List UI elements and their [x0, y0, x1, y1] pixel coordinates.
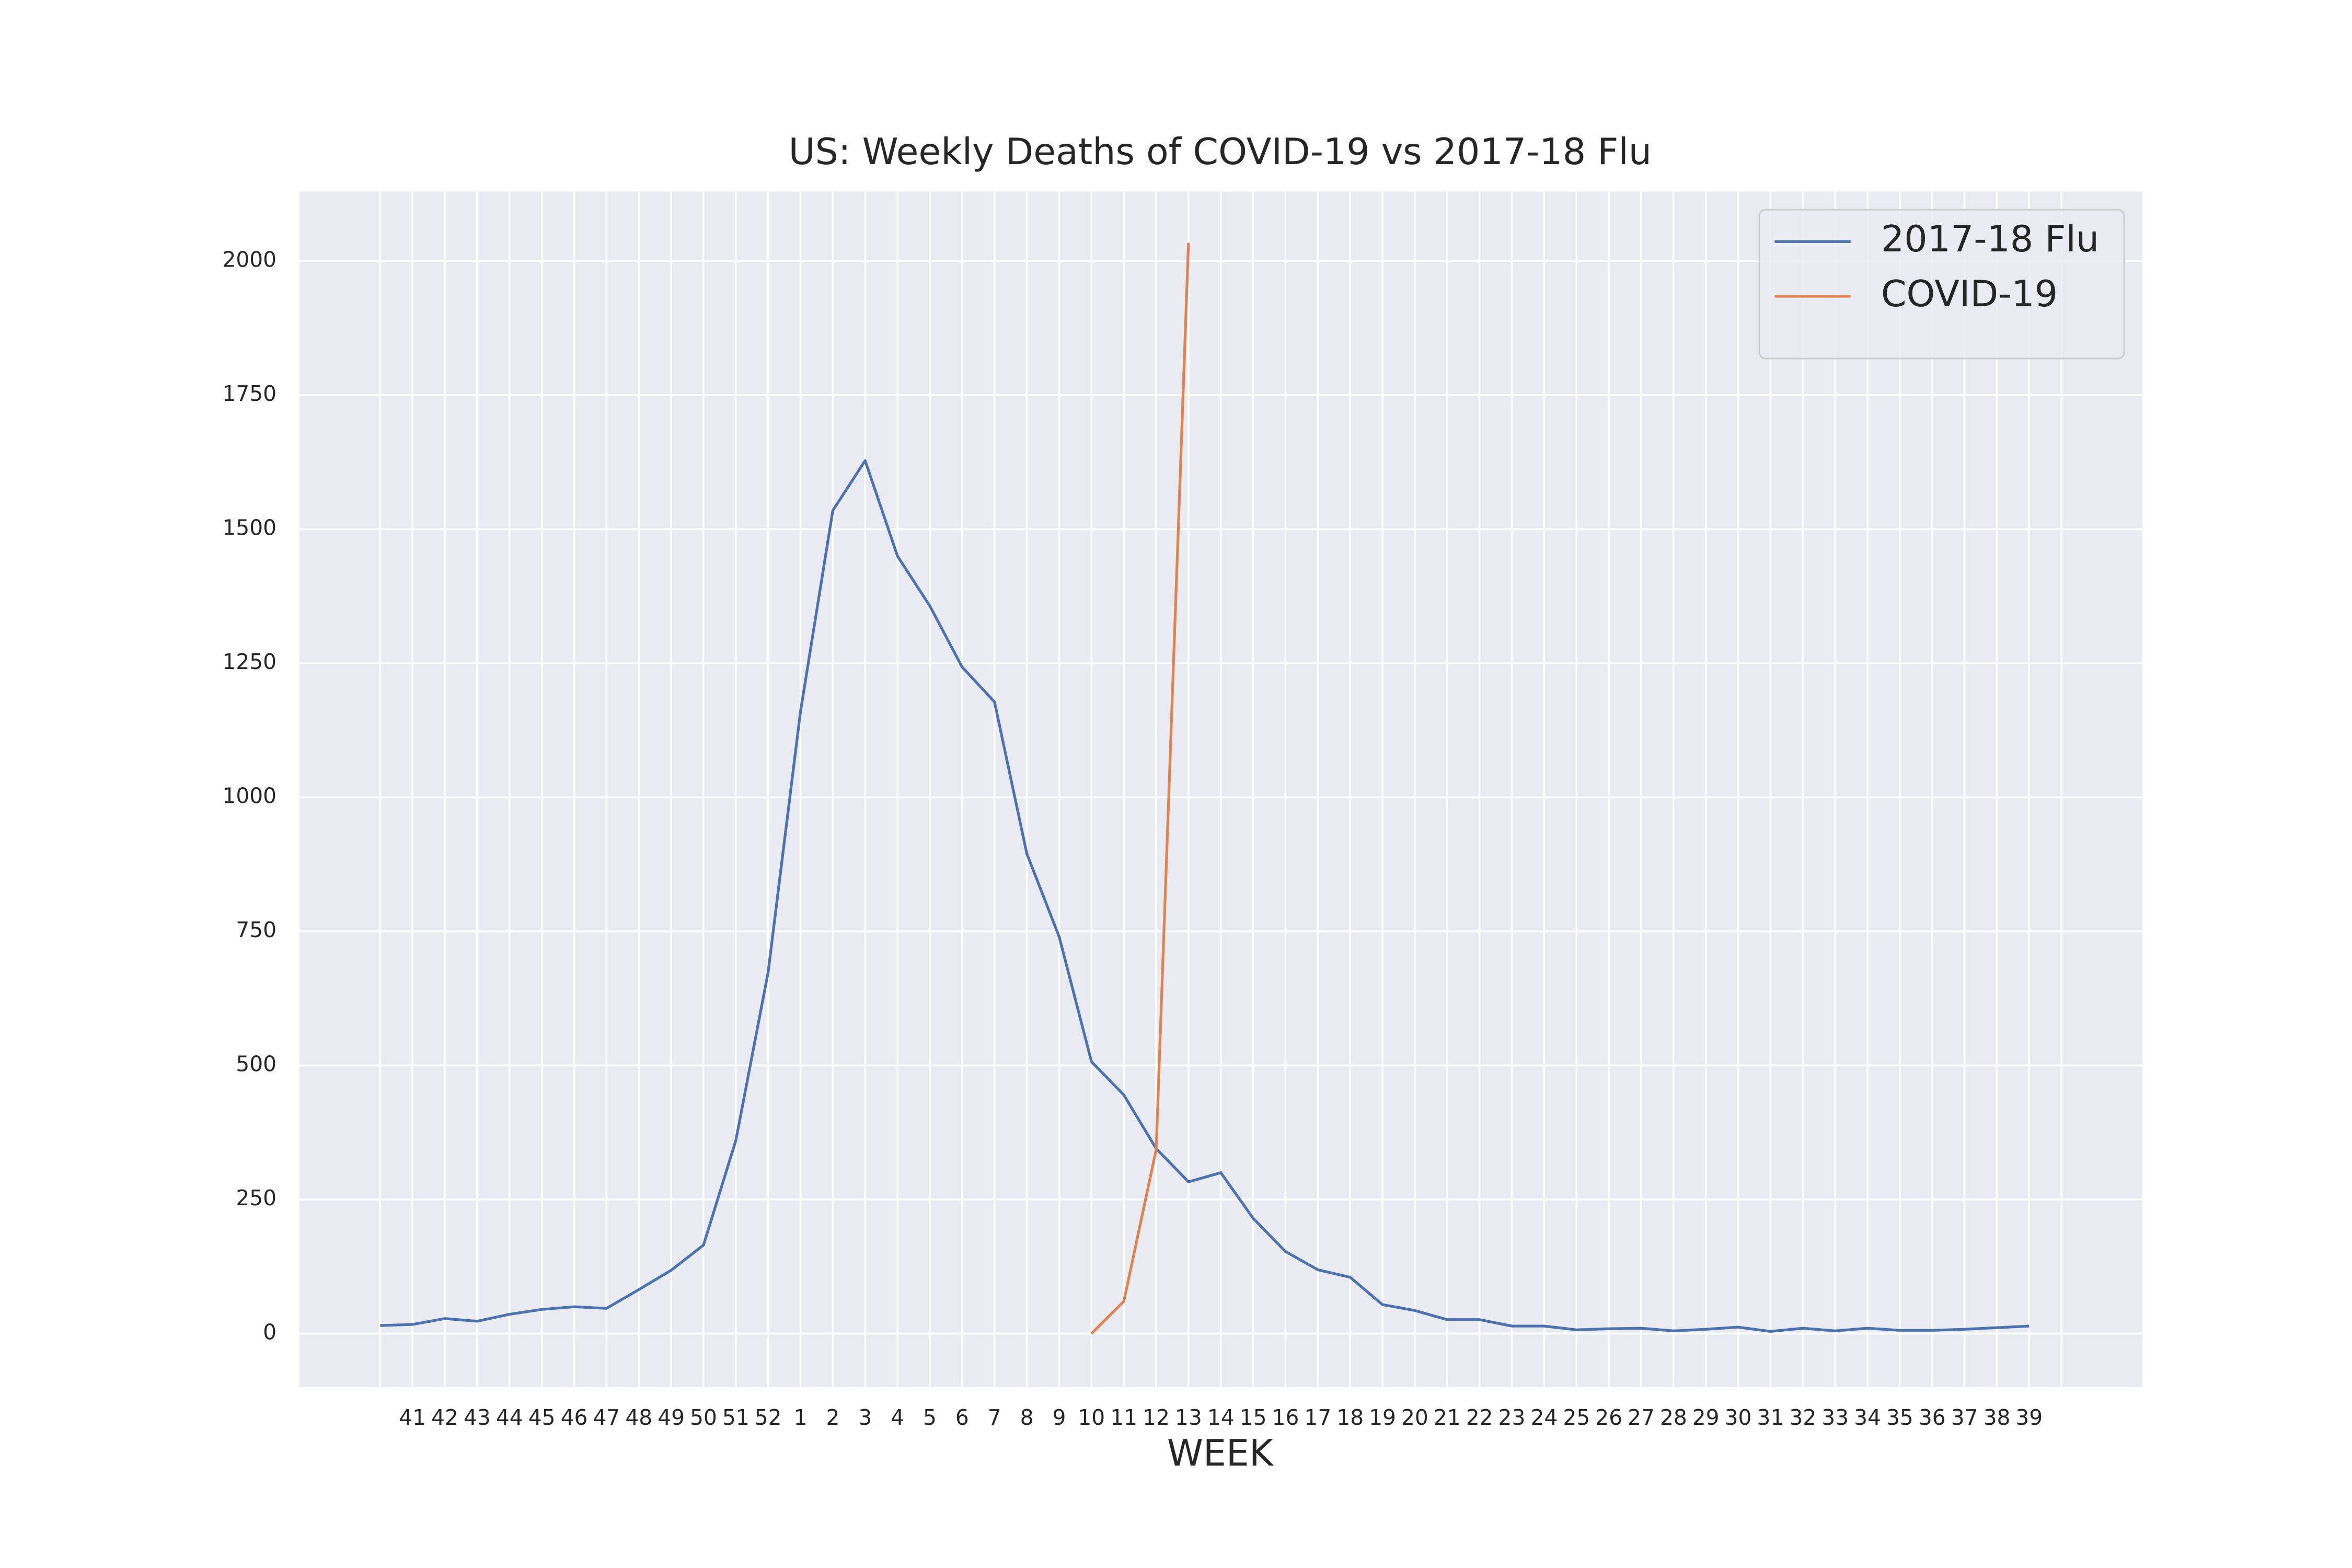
- x-tick-label: 50: [690, 1405, 717, 1430]
- x-tick-label: 43: [464, 1405, 491, 1430]
- x-tick-label: 22: [1466, 1405, 1493, 1430]
- y-tick-label: 0: [263, 1319, 276, 1344]
- x-tick-label: 25: [1563, 1405, 1590, 1430]
- x-tick-label: 19: [1369, 1405, 1396, 1430]
- series-line: [1090, 243, 1190, 1335]
- x-tick-label: 24: [1530, 1405, 1558, 1430]
- x-tick-label: 34: [1854, 1405, 1881, 1430]
- x-tick-label: 16: [1272, 1405, 1299, 1430]
- x-tick-label: 18: [1336, 1405, 1364, 1430]
- x-tick-label: 27: [1628, 1405, 1655, 1430]
- x-tick-label: 46: [561, 1405, 588, 1430]
- x-tick-label: 49: [658, 1405, 685, 1430]
- y-tick-label: 250: [236, 1185, 276, 1210]
- x-tick-label: 4: [891, 1405, 904, 1430]
- x-tick-label: 3: [858, 1405, 872, 1430]
- x-tick-label: 44: [496, 1405, 523, 1430]
- x-tick-label: 17: [1304, 1405, 1331, 1430]
- x-tick-label: 5: [923, 1405, 937, 1430]
- x-tick-label: 37: [1951, 1405, 1978, 1430]
- x-tick-label: 45: [528, 1405, 556, 1430]
- y-tick-label: 2000: [223, 247, 277, 272]
- x-tick-label: 9: [1052, 1405, 1066, 1430]
- x-tick-label: 7: [988, 1405, 1001, 1430]
- x-tick-label: 33: [1821, 1405, 1849, 1430]
- x-tick-label: 15: [1240, 1405, 1267, 1430]
- x-tick-label: 26: [1595, 1405, 1622, 1430]
- y-tick-label: 1500: [223, 515, 277, 540]
- y-tick-label: 1250: [223, 649, 277, 674]
- x-tick-label: 1: [794, 1405, 808, 1430]
- x-tick-label: 32: [1789, 1405, 1816, 1430]
- x-tick-label: 38: [1984, 1405, 2011, 1430]
- y-tick-label: 500: [236, 1052, 276, 1077]
- x-tick-label: 31: [1757, 1405, 1784, 1430]
- grid: [299, 191, 2142, 1388]
- x-tick-label: 2: [826, 1405, 839, 1430]
- legend-box: [1758, 209, 2125, 360]
- series-line: [380, 459, 2030, 1333]
- x-tick-label: 11: [1110, 1405, 1137, 1430]
- x-tick-label: 13: [1175, 1405, 1202, 1430]
- x-tick-label: 20: [1401, 1405, 1428, 1430]
- x-tick-label: 29: [1692, 1405, 1720, 1430]
- x-tick-label: 8: [1020, 1405, 1034, 1430]
- x-tick-label: 14: [1207, 1405, 1235, 1430]
- x-tick-label: 21: [1434, 1405, 1461, 1430]
- x-tick-label: 51: [722, 1405, 750, 1430]
- legend-label: COVID-19: [1881, 273, 2058, 315]
- x-tick-label: 42: [431, 1405, 458, 1430]
- legend: 2017-18 Flu COVID-19: [1758, 209, 2125, 360]
- y-tick-label: 1000: [223, 783, 277, 809]
- y-tick-label: 750: [236, 917, 276, 942]
- x-tick-label: 39: [2015, 1405, 2043, 1430]
- legend-label: 2017-18 Flu: [1881, 218, 2099, 260]
- chart-title: US: Weekly Deaths of COVID-19 vs 2017-18…: [789, 131, 1652, 173]
- lines: [380, 243, 2030, 1335]
- x-tick-label: 36: [1919, 1405, 1946, 1430]
- x-tick-label: 35: [1886, 1405, 1913, 1430]
- x-tick-label: 41: [399, 1405, 426, 1430]
- y-tick-label: 1750: [223, 381, 277, 406]
- x-tick-label: 12: [1143, 1405, 1170, 1430]
- x-tick-label: 6: [955, 1405, 969, 1430]
- x-tick-label: 30: [1725, 1405, 1752, 1430]
- x-tick-label: 48: [625, 1405, 652, 1430]
- x-tick-label: 52: [755, 1405, 782, 1430]
- x-tick-label: 23: [1498, 1405, 1526, 1430]
- x-tick-label: 10: [1078, 1405, 1105, 1430]
- x-tick-label: 28: [1660, 1405, 1687, 1430]
- x-tick-label: 47: [593, 1405, 620, 1430]
- x-axis-label: WEEK: [1167, 1432, 1274, 1474]
